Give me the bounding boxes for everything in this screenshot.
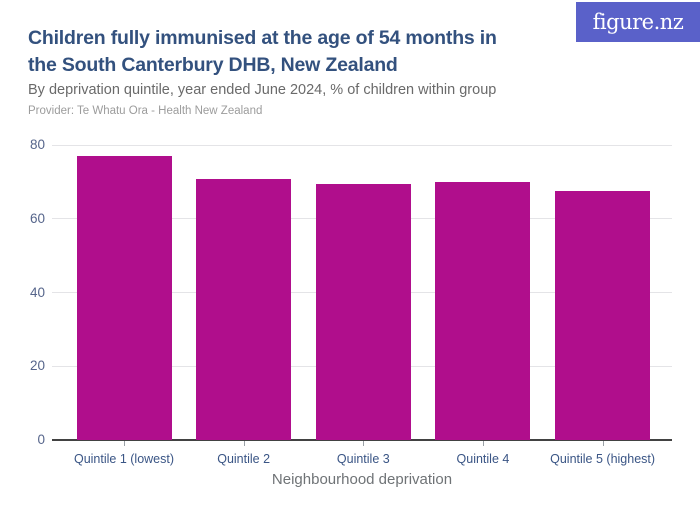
- bar-quintile-2: [196, 179, 292, 440]
- x-axis-tick-label-quintile-3: Quintile 3: [336, 452, 390, 466]
- bar-quintile-5-highest: [555, 190, 651, 440]
- y-axis-tick-label-80: 80: [29, 137, 45, 152]
- bar-quintile-4: [435, 182, 531, 440]
- y-axis-tick-label-0: 0: [37, 432, 45, 447]
- x-axis-title: Neighbourhood deprivation: [271, 471, 453, 488]
- x-axis-tick-quintile-5-highest: [602, 441, 604, 446]
- x-axis-tick-quintile-4: [482, 441, 484, 446]
- figure-nz-logo[interactable]: figure.nz: [576, 2, 700, 42]
- y-axis-tick-label-60: 60: [29, 210, 45, 226]
- y-axis-tick-label-40: 40: [29, 284, 45, 300]
- data-provider-note: Provider: Te Whatu Ora - Health New Zeal…: [28, 105, 263, 117]
- chart-title-line2: the South Canterbury DHB, New Zealand: [28, 54, 398, 76]
- chart-subtitle: By deprivation quintile, year ended June…: [28, 82, 497, 98]
- x-axis-tick-quintile-1-lowest: [124, 441, 125, 446]
- x-axis-tick-label-quintile-4: Quintile 4: [456, 452, 510, 466]
- x-axis-tick-quintile-2: [243, 441, 245, 446]
- x-axis-tick-quintile-3: [363, 441, 365, 446]
- x-axis-line: [52, 439, 672, 441]
- y-gridline-80: [52, 144, 672, 146]
- x-axis-tick-label-quintile-2: Quintile 2: [217, 452, 271, 466]
- x-axis-tick-label-quintile-5-highest: Quintile 5 (highest): [550, 452, 656, 466]
- x-axis-tick-label-quintile-1-lowest: Quintile 1 (lowest): [73, 452, 175, 466]
- figure-nz-logo-text: figure.nz: [592, 10, 684, 34]
- y-axis-tick-label-20: 20: [29, 358, 45, 374]
- chart-title-line1: Children fully immunised at the age of 5…: [28, 27, 497, 49]
- chart-title: Children fully immunised at the age of 5…: [28, 25, 568, 79]
- bar-quintile-3: [315, 183, 411, 440]
- bar-quintile-1-lowest: [76, 156, 172, 440]
